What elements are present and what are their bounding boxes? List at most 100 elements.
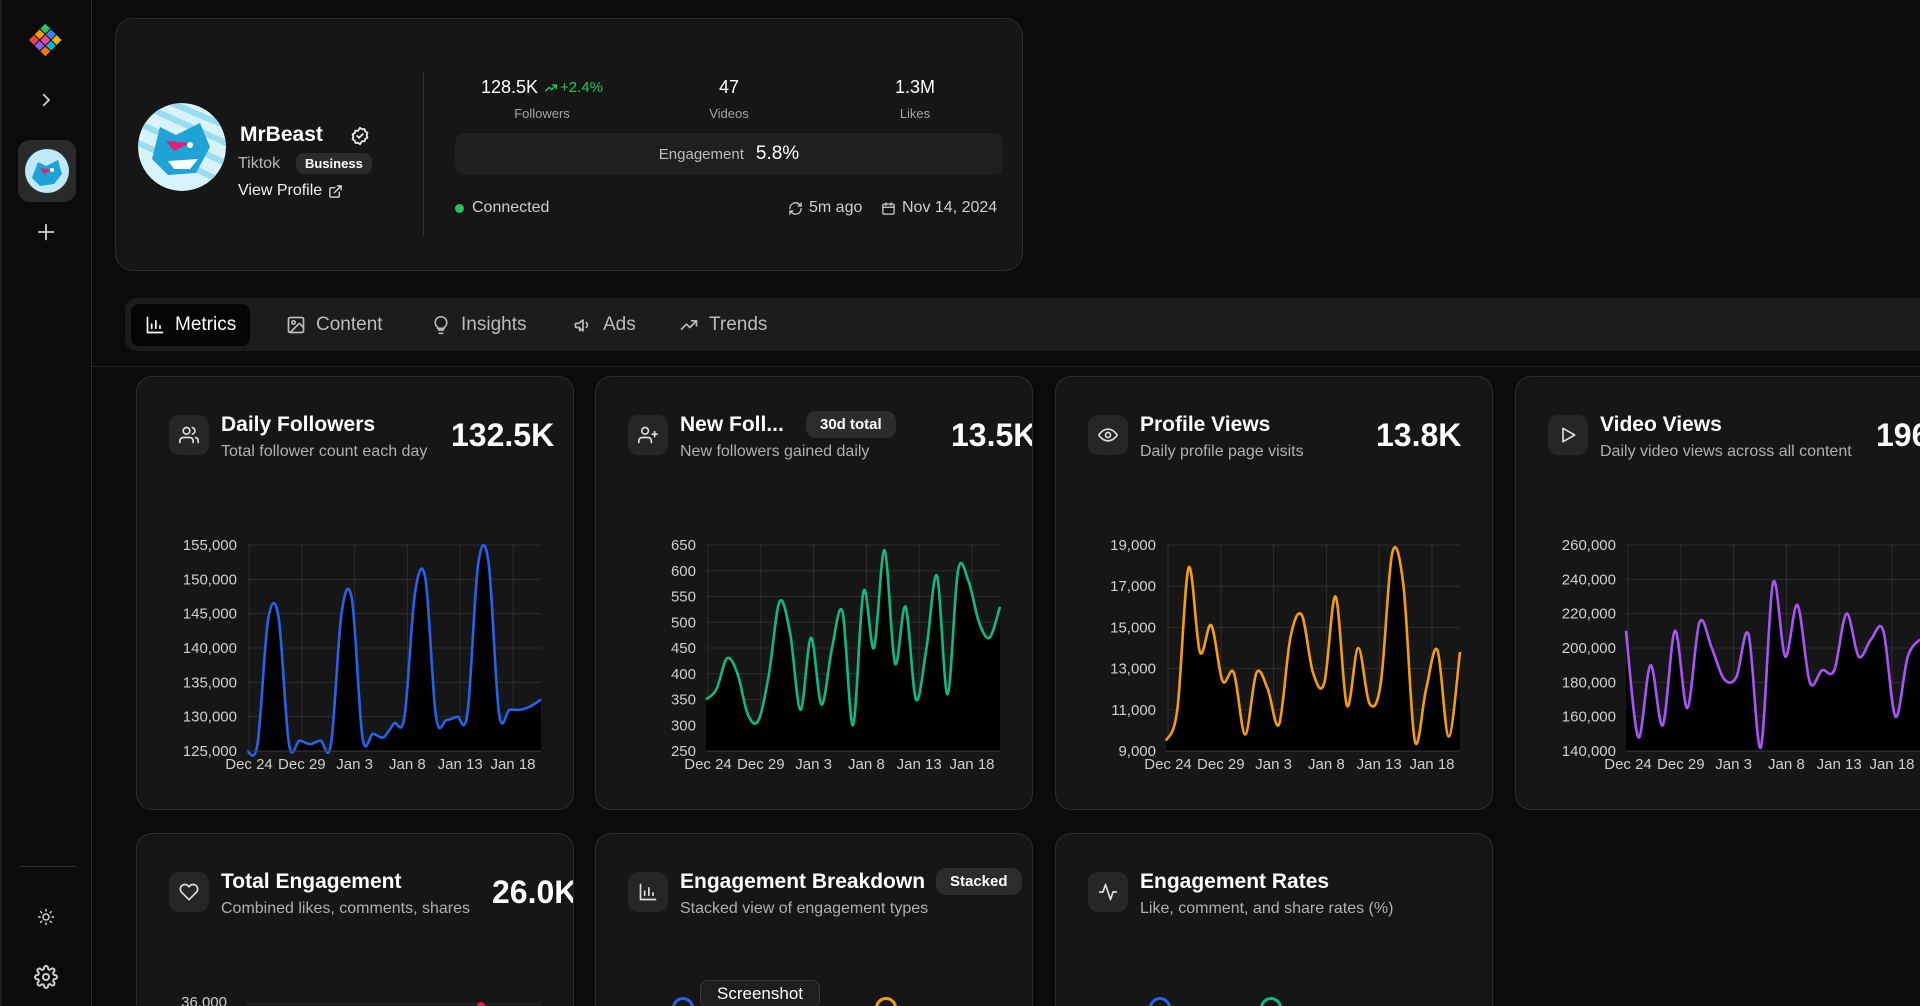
tab-label: Ads	[603, 314, 636, 335]
y-tick-label: 19,000	[1110, 537, 1156, 554]
card-title: Total Engagement	[221, 870, 402, 893]
theme-toggle-button[interactable]	[32, 903, 60, 931]
card-title: Daily Followers	[221, 413, 376, 436]
card-subtitle: Like, comment, and share rates (%)	[1140, 900, 1394, 917]
x-tick-label: Jan 3	[795, 756, 832, 773]
legend-swatch	[1260, 997, 1282, 1006]
x-tick-label: Jan 13	[897, 756, 942, 773]
card-new-followers: New Foll... New followers gained daily 3…	[595, 376, 1033, 810]
profile-name: MrBeast	[240, 123, 323, 146]
plus-icon	[37, 223, 55, 241]
card-value: 132.5K	[451, 417, 555, 453]
tab-trends[interactable]: Trends	[665, 304, 781, 346]
account-avatar-button[interactable]	[18, 140, 76, 202]
tab-label: Insights	[461, 314, 527, 335]
card-icon-box	[1088, 872, 1128, 912]
tab-label: Content	[316, 314, 383, 335]
y-tick-label: 135,000	[183, 674, 237, 691]
date-info: Nov 14, 2024	[881, 199, 997, 217]
sync-status[interactable]: 5m ago	[788, 199, 862, 217]
card-value: 196	[1876, 417, 1920, 453]
content-divider	[92, 366, 1920, 367]
verified-icon	[351, 126, 369, 146]
bar-chart-icon	[146, 316, 164, 334]
card-title: Profile Views	[1140, 413, 1271, 436]
tab-ads[interactable]: Ads	[559, 304, 650, 346]
card-title: New Foll...	[680, 413, 784, 436]
engagement-bar: Engagement 5.8%	[455, 133, 1003, 175]
heart-icon	[179, 883, 199, 901]
card-subtitle: Combined likes, comments, shares	[221, 900, 470, 917]
x-tick-label: Dec 24	[1144, 756, 1192, 773]
y-tick: 36,000	[181, 994, 227, 1006]
profile-divider	[423, 71, 424, 236]
profile-avatar	[138, 103, 226, 191]
followers-label: Followers	[514, 106, 570, 121]
tabs-bar: Metrics Content Insights Ads Trends	[125, 298, 1920, 351]
y-tick-label: 600	[671, 563, 696, 580]
card-profile-views: Profile Views Daily profile page visits …	[1055, 376, 1493, 810]
total-engagement-chart: 36,000	[181, 994, 541, 1006]
card-icon-box	[1088, 415, 1128, 455]
card-value: 13.5K	[951, 417, 1033, 453]
card-total-engagement: Total Engagement Combined likes, comment…	[136, 833, 574, 1006]
x-tick-label: Dec 24	[225, 756, 273, 773]
x-tick-label: Jan 13	[438, 756, 483, 773]
expand-sidebar-button[interactable]	[30, 84, 62, 116]
likes-value: 1.3M	[894, 77, 936, 97]
card-title: Engagement Rates	[1140, 870, 1330, 893]
y-tick-label: 220,000	[1562, 606, 1616, 623]
x-tick-label: Jan 3	[1715, 756, 1752, 773]
view-profile-link[interactable]: View Profile	[238, 182, 343, 200]
x-tick-label: Jan 18	[949, 756, 994, 773]
sidebar-divider	[20, 866, 76, 867]
y-tick-label: 140,000	[1562, 743, 1616, 760]
card-video-views: Video Views Daily video views across all…	[1515, 376, 1920, 810]
tab-insights[interactable]: Insights	[417, 304, 540, 346]
card-value: 13.8K	[1376, 417, 1462, 453]
engagement-label: Engagement	[658, 145, 744, 163]
videos-value: 47	[718, 77, 740, 97]
tab-content[interactable]: Content	[272, 304, 397, 346]
series-line	[705, 548, 1002, 727]
x-tick-label: Dec 29	[1657, 756, 1705, 773]
y-tick-label: 260,000	[1562, 537, 1616, 554]
card-subtitle: Total follower count each day	[221, 443, 428, 460]
sidebar-edge	[0, 0, 2, 1006]
x-tick-label: Jan 8	[1768, 756, 1805, 773]
profile-card: MrBeast Tiktok Business View Profile 128…	[115, 18, 1023, 271]
series-area	[706, 550, 1000, 751]
external-link-icon	[329, 184, 342, 198]
date-label: Nov 14, 2024	[902, 199, 998, 216]
activity-icon	[1098, 883, 1118, 901]
legend-swatch	[672, 997, 694, 1006]
y-tick-label: 500	[671, 614, 696, 631]
card-icon-box	[169, 872, 209, 912]
legend-swatch	[1149, 997, 1171, 1006]
tab-metrics[interactable]: Metrics	[131, 304, 251, 346]
card-engagement-breakdown: Engagement Breakdown Stacked view of eng…	[595, 833, 1033, 1006]
x-tick-label: Jan 3	[336, 756, 373, 773]
bar-chart-icon	[639, 883, 657, 901]
card-icon-box	[1548, 415, 1588, 455]
card-icon-box	[169, 415, 209, 455]
y-tick-label: 140,000	[183, 640, 237, 657]
user-plus-icon	[638, 426, 658, 444]
followers-growth: +2.4%	[544, 79, 603, 96]
y-tick-label: 200,000	[1562, 640, 1616, 657]
y-tick-label: 150,000	[183, 571, 237, 588]
card-title: Engagement Breakdown	[680, 870, 926, 893]
add-account-button[interactable]	[30, 216, 62, 248]
connection-status: Connected	[455, 199, 549, 217]
app-logo[interactable]	[26, 22, 66, 58]
play-icon	[1562, 427, 1576, 443]
settings-button[interactable]	[30, 961, 62, 993]
card-daily-followers: Daily Followers Total follower count eac…	[136, 376, 574, 810]
sun-icon	[37, 908, 55, 926]
card-engagement-rates: Engagement Rates Like, comment, and shar…	[1055, 833, 1493, 1006]
y-tick-label: 650	[671, 537, 696, 554]
tab-label: Metrics	[175, 314, 237, 335]
refresh-icon	[789, 201, 802, 215]
card-subtitle: Stacked view of engagement types	[680, 900, 929, 917]
